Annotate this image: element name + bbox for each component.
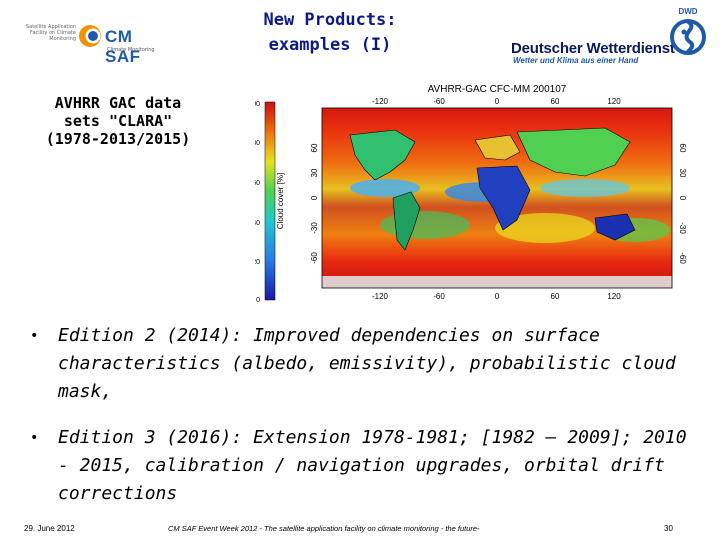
top-lon-tick: -60 [433,97,445,106]
cmsaf-logo: Satellite Application Facility on Climat… [12,10,162,66]
cmsaf-emblem-icon [79,25,101,47]
bullet-list: • Edition 2 (2014): Improved dependencie… [30,322,700,526]
bullet-item: • Edition 2 (2014): Improved dependencie… [30,322,700,406]
bottom-lon-tick: 0 [495,292,500,301]
right-lat-tick: -60 [678,252,687,264]
slide-footer: 29. June 2012 CM SAF Event Week 2012 - T… [0,520,720,540]
dwd-emblem-abbrev: DWD [678,7,697,16]
top-lon-tick: 0 [495,97,500,106]
right-lat-tick: 30 [678,169,687,178]
footer-page-number: 30 [664,524,673,533]
cmsaf-logo-name: CM SAF [105,27,141,66]
subtitle-line1: AVHRR GAC data [54,94,182,112]
subtitle-line2: sets "CLARA" [63,112,173,130]
bottom-lon-tick: 120 [607,292,621,301]
footer-date: 29. June 2012 [24,524,75,533]
colorbar-tick: 100 [255,101,260,108]
top-lon-tick: 60 [551,97,560,106]
dwd-emblem-icon: DWD [670,7,706,55]
colorbar-tick: 20 [255,259,260,266]
slide-header: Satellite Application Facility on Climat… [0,0,720,70]
slide-title-line2: examples (I) [268,35,392,55]
colorbar-tick: 40 [255,220,260,227]
dwd-logo-slogan: Wetter und Klima aus einer Hand [513,56,639,65]
left-lat-tick: 60 [310,143,319,152]
bullet-symbol: • [30,328,39,344]
colorbar-tick: 60 [255,180,260,187]
dwd-logo-name: Deutscher Wetterdienst [511,40,675,57]
cmsaf-logo-small-text: Satellite Application Facility on Climat… [25,24,76,42]
subtitle-line3: (1978-2013/2015) [45,130,191,148]
colorbar [264,101,276,301]
bottom-lon-tick: 60 [551,292,560,301]
dwd-logo: Deutscher Wetterdienst Wetter und Klima … [505,4,715,66]
left-lat-tick: -60 [310,252,319,264]
colorbar-tick: 0 [256,297,260,304]
colorbar-tick: 80 [255,140,260,147]
left-lat-tick: 30 [310,168,319,177]
bullet-item: • Edition 3 (2016): Extension 1978-1981;… [30,424,700,508]
left-lat-tick: 0 [310,195,319,200]
map-title: AVHRR-GAC CFC-MM 200107 [428,84,567,95]
slide-title-line1: New Products: [263,10,397,30]
slide-title: New Products: examples (I) [230,8,430,58]
cmsaf-logo-sub: Climate Monitoring [107,47,155,53]
dataset-subtitle: AVHRR GAC data sets "CLARA" (1978-2013/2… [8,94,228,148]
right-lat-tick: 0 [678,196,687,201]
bullet-text: Edition 3 (2016): Extension 1978-1981; [… [58,427,687,504]
top-lon-tick: -120 [372,97,389,106]
cloud-fraction-map-figure: AVHRR-GAC CFC-MM 200107 100 80 60 40 20 … [255,84,687,304]
footer-event: CM SAF Event Week 2012 - The satellite a… [168,524,480,533]
right-lat-tick: -30 [678,222,687,234]
bullet-symbol: • [30,430,39,446]
map-field [322,108,672,288]
right-lat-tick: 60 [678,144,687,153]
top-lon-tick: 120 [607,97,621,106]
bottom-lon-tick: -60 [433,292,445,301]
colorbar-label: Cloud cover [%] [276,173,285,229]
bullet-text: Edition 2 (2014): Improved dependencies … [58,325,676,402]
bottom-lon-tick: -120 [372,292,389,301]
map-frame [321,107,673,289]
left-lat-tick: -30 [310,222,319,234]
